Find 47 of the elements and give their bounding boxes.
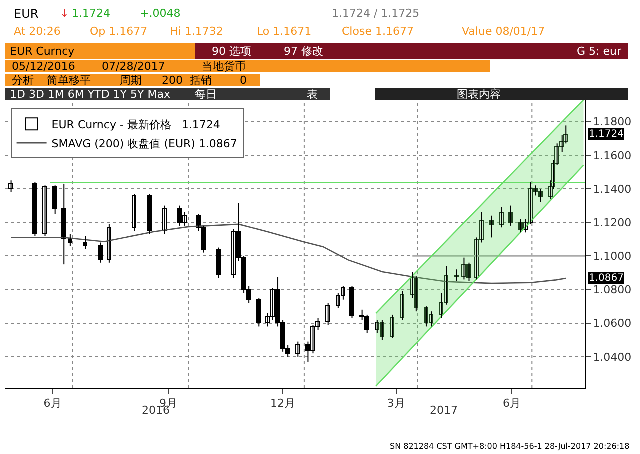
text: 0 bbox=[240, 74, 247, 87]
text: Close 1.1677 bbox=[342, 25, 414, 38]
y-tick-label: 1.1600 bbox=[593, 149, 632, 162]
text: 1.1724 / 1.1725 bbox=[332, 7, 420, 20]
text: 当地货币 bbox=[202, 60, 246, 73]
x-tick-label: 6月 bbox=[44, 397, 62, 410]
legend-label: SMAVG (200) 收盘值 (EUR) 1.0867 bbox=[52, 137, 238, 150]
x-tick-label: 3月 bbox=[387, 397, 406, 410]
text: Hi 1.1732 bbox=[170, 25, 224, 38]
y-tick-label: 1.1000 bbox=[593, 250, 632, 264]
text: 括销 bbox=[190, 74, 212, 87]
x-tick-label: 6月 bbox=[503, 397, 522, 410]
annotation: 1.1724 bbox=[589, 129, 624, 140]
y-tick-label: 1.0400 bbox=[593, 350, 632, 364]
text: 05/12/2016 bbox=[12, 60, 76, 73]
y-tick-label: 1.1400 bbox=[593, 182, 632, 196]
text: 97 修改 bbox=[284, 45, 324, 58]
y-tick-label: 1.0800 bbox=[593, 284, 632, 297]
text: 1.1724 bbox=[72, 7, 110, 20]
text: EUR Curncy bbox=[10, 45, 76, 58]
annotation: 1D 3D 1M 6M YTD 1Y 5Y Max bbox=[10, 88, 171, 101]
text: 200 bbox=[162, 74, 183, 87]
text: +.0048 bbox=[140, 7, 181, 20]
text: G 5: eur bbox=[577, 45, 622, 58]
text: 周期 bbox=[120, 74, 142, 87]
text: ↓ bbox=[60, 7, 70, 20]
y-tick-label: 1.1200 bbox=[593, 216, 632, 230]
text: 90 选项 bbox=[212, 45, 252, 58]
text: At 20:26 bbox=[14, 25, 61, 38]
y-tick-label: 1.0600 bbox=[593, 317, 632, 330]
y-tick-label: 1.1800 bbox=[593, 116, 632, 129]
chart-title: EUR bbox=[14, 7, 39, 21]
text: 2016 bbox=[142, 404, 170, 417]
text: 2017 bbox=[430, 404, 458, 417]
legend-label: EUR Curncy - 最新价格 1.1724 bbox=[52, 118, 220, 132]
text: Lo 1.1671 bbox=[257, 25, 312, 38]
text: SN 821284 CST GMT+8:00 H184-56-1 28-Jul-2017 20:26:18 bbox=[390, 442, 630, 451]
annotation: 每日 bbox=[195, 88, 217, 101]
text: Value 08/01/17 bbox=[462, 25, 546, 38]
text: 分析 bbox=[12, 74, 34, 87]
text: 07/28/2017 bbox=[102, 60, 166, 73]
annotation: 表 bbox=[307, 88, 318, 101]
text: 简单移平 bbox=[47, 74, 91, 87]
annotation: 1.0867 bbox=[589, 273, 624, 284]
text: Op 1.1677 bbox=[90, 25, 148, 38]
annotation: 图表内容 bbox=[457, 88, 501, 101]
x-tick-label: 12月 bbox=[270, 397, 296, 410]
